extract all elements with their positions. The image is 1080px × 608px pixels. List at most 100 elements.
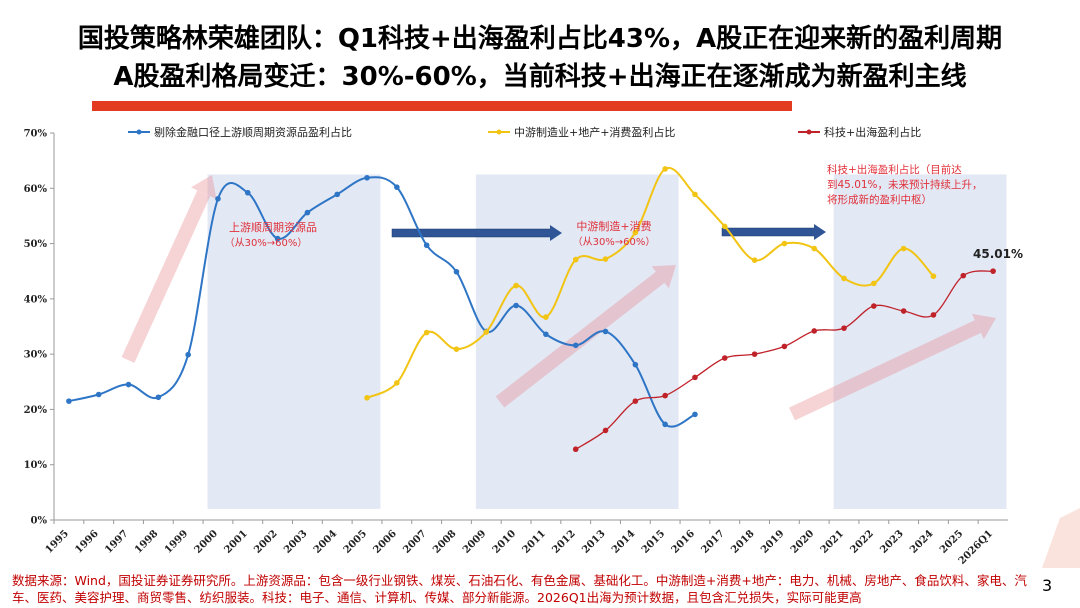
series-line-1 [68,176,696,428]
x-tick-label: 2004 [312,528,339,555]
x-tick-label: 2021 [819,528,846,555]
x-tick-label: 1999 [163,528,190,555]
y-tick-label: 30% [24,350,48,361]
x-tick-label: 2002 [252,528,279,555]
data-point-s3 [811,328,818,334]
x-tick-label: 2003 [282,528,309,555]
data-point-s2 [602,256,609,262]
data-point-s2 [423,329,430,336]
data-point-s1 [513,302,519,309]
data-point-s2 [751,257,758,263]
chart-annotations: 上游顺周期资源品 （从30%→60%） 中游制造+消费 （从30%→60%） 科… [225,163,1023,261]
data-point-s2 [513,282,519,289]
data-point-s1 [602,328,609,335]
legend-marker-blue [136,129,142,135]
data-point-s2 [871,280,877,287]
data-point-s3 [721,355,728,361]
data-point-s3 [632,398,639,404]
profit-share-line-chart: 0% 10% 20% 30% 40% 50% 60% 70% 1995 1996 1997 1998 1… [24,125,1023,567]
data-point-s2 [364,395,370,401]
data-point-s1 [543,331,549,338]
y-tick-label: 60% [24,184,48,195]
data-point-s2 [781,240,788,247]
data-point-s1 [394,184,400,190]
annotation-midstream-line2: （从30%→60%） [573,236,656,248]
x-tick-label: 2008 [431,528,458,555]
page-number: 3 [1042,576,1053,595]
data-point-s3 [692,374,698,381]
y-tick-label: 70% [24,129,48,140]
data-point-s3 [572,446,579,453]
data-point-s3 [990,268,996,274]
shaded-period-1 [207,174,381,509]
data-point-s1 [423,242,430,249]
annotation-tech-line1: 科技+出海盈利占比（目前达 [827,163,962,176]
chart-legend: 剔除金融口径上游顺周期资源品盈利占比 中游制造业+地产+消费盈利占比 科技+出海… [128,125,921,139]
x-tick-label: 2010 [491,528,518,555]
x-tick-label: 2014 [610,528,637,555]
legend-marker-red [806,129,812,135]
y-tick-label: 0% [31,516,48,527]
pink-arrow-tech [789,313,996,421]
y-tick-label: 20% [24,405,48,416]
data-point-s3 [781,343,788,350]
title-underline-bar [92,101,792,111]
source-footnote: 数据来源：Wind，国投证券证券研究所。上游资源品：包含一级行业钢铁、煤炭、石油… [12,573,1027,605]
legend-label-blue: 剔除金融口径上游顺周期资源品盈利占比 [154,125,352,139]
data-point-s2 [572,256,579,263]
annotation-midstream-line1: 中游制造+消费 [576,219,651,233]
blue-arrow-2 [721,224,826,240]
data-point-s1 [453,268,460,275]
page-title-line2: A股盈利格局变迁：30%-60%，当前科技+出海正在逐渐成为新盈利主线 [113,62,967,92]
y-tick-label: 10% [24,460,48,471]
data-point-s1 [334,191,341,198]
data-point-s2 [811,245,818,252]
data-point-s1 [364,174,370,181]
data-point-s1 [215,195,221,202]
data-point-s1 [632,361,639,368]
data-point-s2 [483,329,490,335]
x-tick-label: 1997 [103,528,130,555]
data-point-s2 [632,229,639,236]
x-tick-label: 2025 [938,528,965,555]
x-tick-label: 2012 [550,528,577,555]
page-title-line1: 国投策略林荣雄团队：Q1科技+出海盈利占比43%，A股正在迎来新的盈利周期 [77,24,1003,54]
x-tick-label: 2005 [342,528,369,555]
x-tick-label: 2017 [699,528,726,555]
data-point-s2 [692,191,698,198]
legend-label-red: 科技+出海盈利占比 [824,125,921,139]
data-point-s3 [960,272,967,279]
corner-decoration [1042,508,1080,568]
x-tick-label: 2007 [401,528,428,555]
data-point-s3 [751,351,758,357]
legend-label-yellow: 中游制造业+地产+消费盈利占比 [514,125,675,139]
x-tick-label: 2009 [461,528,488,555]
data-point-s2 [662,166,668,172]
x-tick-label: 2019 [759,528,786,555]
data-point-s2 [900,245,907,252]
data-point-s1 [274,235,281,242]
x-tick-label: 2022 [848,528,875,555]
data-point-s2 [841,275,847,282]
trend-arrows [121,175,996,421]
x-tick-label: 2011 [521,528,548,555]
annotation-tech-line3: 将形成新的盈利中枢） [827,193,932,206]
x-tick-label: 1998 [133,528,160,555]
y-tick-label: 40% [24,294,48,305]
data-point-s1 [304,209,311,216]
data-point-s2 [394,380,400,386]
x-tick-label: 2015 [640,528,667,555]
data-point-s3 [900,308,907,314]
series-line-2 [366,166,935,399]
data-point-s1 [155,394,162,401]
end-value-label: 45.01% [973,247,1023,261]
x-tick-label: 2020 [789,528,816,555]
x-tick-label: 2023 [878,528,905,555]
x-tick-label: 1995 [44,528,71,555]
data-point-s1 [66,398,72,404]
x-tick-label: 2018 [729,528,756,555]
x-tick-label: 2000 [193,528,220,555]
data-point-s3 [662,392,668,399]
legend-marker-yellow [496,129,502,135]
data-point-s3 [930,312,937,318]
